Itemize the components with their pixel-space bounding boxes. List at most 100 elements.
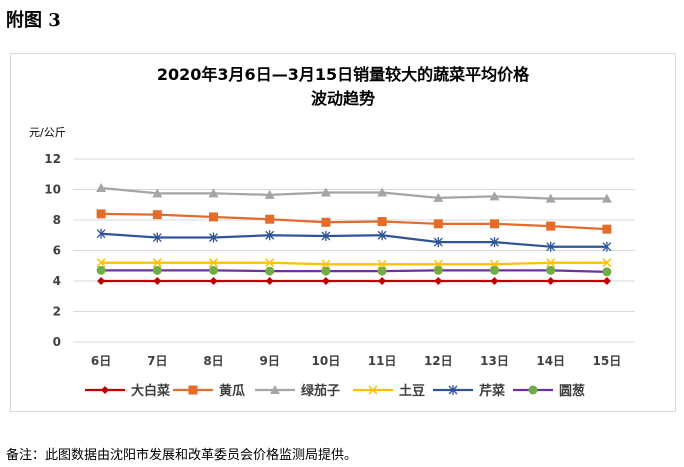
data-point <box>602 224 612 234</box>
data-point <box>433 265 443 275</box>
x-tick-label: 15日 <box>593 354 622 368</box>
marker-stroke <box>265 258 275 268</box>
data-point <box>602 241 612 252</box>
series-group <box>96 182 612 285</box>
data-point <box>490 277 499 285</box>
data-point <box>377 266 387 276</box>
series-line <box>101 232 607 248</box>
data-point <box>321 277 330 285</box>
data-point <box>545 193 556 203</box>
line-chart: 2020年3月6日—3月15日销量较大的蔬菜平均价格 波动趋势 元/公斤 0 2 4… <box>29 65 635 399</box>
data-point <box>368 385 378 395</box>
legend-item: 黄瓜 <box>173 383 245 399</box>
series-5 <box>96 228 612 252</box>
data-point <box>265 258 275 268</box>
x-tick-label: 9日 <box>260 354 280 368</box>
y-tick-labels: 0 2 4 6 8 10 12 <box>44 152 61 349</box>
data-point <box>546 241 556 252</box>
series-line <box>101 269 607 273</box>
x-tick-label: 10日 <box>312 354 341 368</box>
y-tick-label: 2 <box>53 305 61 319</box>
x-tick-label: 14日 <box>536 354 565 368</box>
data-point <box>321 231 331 242</box>
data-point <box>546 277 555 285</box>
marker-stroke <box>152 258 162 268</box>
data-point <box>188 385 198 395</box>
legend-item: 大白菜 <box>85 383 170 399</box>
figure-label: 附图 3 <box>6 10 61 31</box>
legend-item: 圆葱 <box>513 383 585 399</box>
x-tick-label: 13日 <box>480 354 509 368</box>
x-tick-label: 12日 <box>424 354 453 368</box>
data-point <box>377 187 388 197</box>
marker-stroke <box>377 259 387 269</box>
series-3 <box>96 182 612 203</box>
data-point <box>601 193 612 203</box>
x-tick-label: 6日 <box>91 354 111 368</box>
data-point <box>265 266 275 276</box>
data-point <box>320 187 331 197</box>
data-point <box>96 228 106 239</box>
data-point <box>377 230 387 241</box>
series-2 <box>96 209 612 234</box>
data-point <box>208 258 219 268</box>
x-tick-label: 7日 <box>147 354 167 368</box>
y-axis-label: 元/公斤 <box>29 126 66 139</box>
series-1 <box>97 277 611 285</box>
y-tick-label: 12 <box>44 152 61 166</box>
y-tick-label: 4 <box>53 274 61 288</box>
y-tick-label: 8 <box>53 213 61 227</box>
data-point <box>546 258 556 268</box>
legend: 大白菜 黄瓜 绿茄子 土豆 芹菜 圆葱 <box>85 383 585 399</box>
marker-stroke <box>208 258 219 268</box>
data-point <box>490 219 499 229</box>
data-point <box>490 237 499 248</box>
series-line <box>101 212 607 231</box>
legend-label: 芹菜 <box>479 383 505 399</box>
data-point <box>264 189 275 199</box>
series-line <box>101 261 607 266</box>
data-point <box>378 277 387 285</box>
data-point <box>209 212 218 222</box>
data-point <box>433 192 444 202</box>
data-point <box>489 191 500 201</box>
data-point <box>209 265 218 275</box>
data-point <box>321 259 331 269</box>
data-point <box>96 258 106 268</box>
data-point <box>209 277 218 285</box>
legend-item: 芹菜 <box>433 383 505 399</box>
legend-label: 土豆 <box>399 383 425 399</box>
marker-stroke <box>368 385 378 395</box>
series-6 <box>96 265 612 277</box>
data-point <box>209 232 218 243</box>
data-point <box>546 221 556 231</box>
data-point <box>96 182 107 192</box>
data-point <box>96 209 106 219</box>
y-tick-label: 10 <box>44 183 61 197</box>
legend-label: 大白菜 <box>131 383 170 399</box>
data-point <box>208 188 219 198</box>
data-point <box>602 277 611 285</box>
data-point <box>101 386 109 394</box>
y-tick-label: 0 <box>53 335 61 349</box>
data-point <box>152 265 162 275</box>
marker-stroke <box>546 258 556 268</box>
marker-stroke <box>321 259 331 269</box>
data-point <box>546 265 556 275</box>
data-point <box>433 237 443 248</box>
data-point <box>152 232 162 243</box>
data-point <box>321 217 331 227</box>
legend-item: 土豆 <box>353 383 425 399</box>
data-point <box>528 385 538 395</box>
data-point <box>265 214 275 224</box>
legend-label: 绿茄子 <box>301 383 340 399</box>
data-point <box>270 385 280 394</box>
chart-frame: 2020年3月6日—3月15日销量较大的蔬菜平均价格 波动趋势 元/公斤 0 2 4… <box>10 53 676 412</box>
series-4 <box>96 258 612 269</box>
chart-title-line2: 波动趋势 <box>311 89 375 108</box>
marker-stroke <box>602 258 612 268</box>
data-point <box>602 267 612 277</box>
data-point <box>96 265 106 275</box>
data-point <box>97 277 106 285</box>
data-point <box>152 258 162 268</box>
